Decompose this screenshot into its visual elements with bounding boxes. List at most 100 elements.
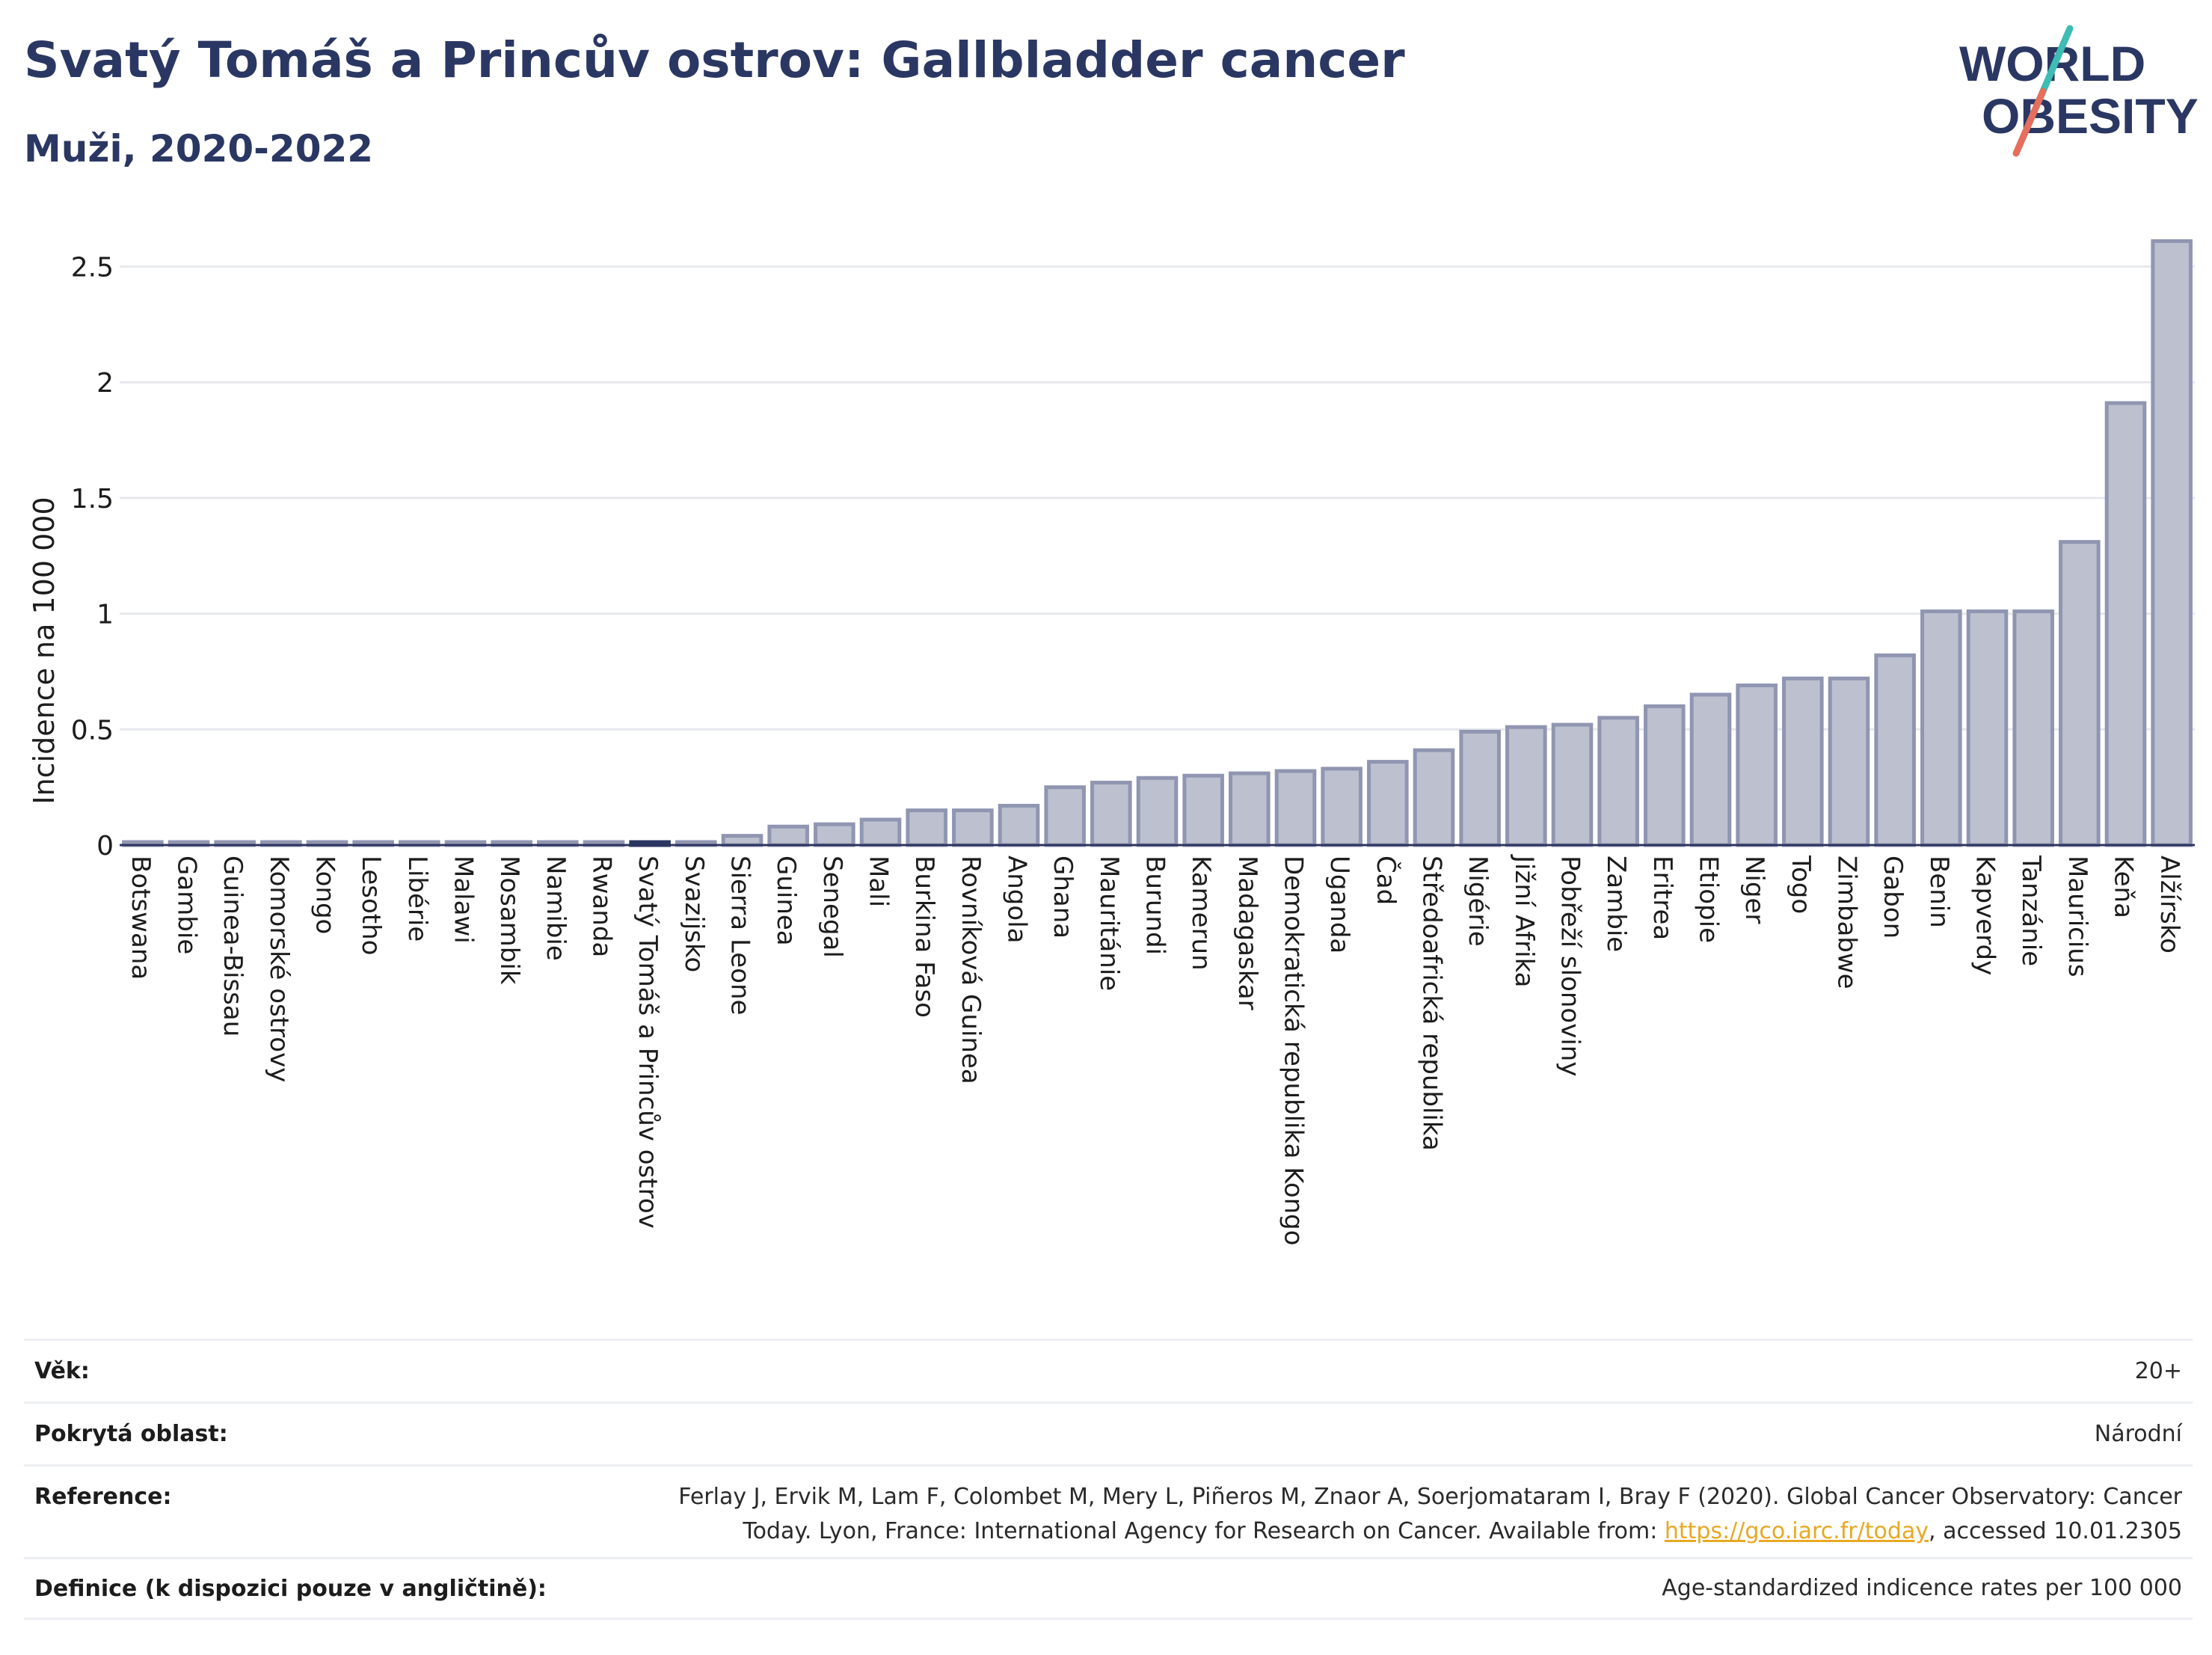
bar: [1229, 771, 1271, 847]
world-obesity-logo: WORLD OBESITY: [1959, 25, 2199, 157]
x-tick-label: Mauricius: [2062, 856, 2092, 977]
x-tick-label: Gambie: [172, 856, 202, 954]
x-tick-label: Kamerun: [1186, 856, 1216, 971]
x-tick-label: Sierra Leone: [725, 856, 755, 1015]
x-tick-label: Jižní Afrika: [1509, 854, 1539, 988]
meta-row-reference: Reference: Ferlay J, Ervik M, Lam F, Col…: [24, 1464, 2193, 1557]
x-tick-label: Benin: [1924, 856, 1954, 928]
y-tick-label: 1.5: [71, 484, 114, 515]
reference-text-line2: Today. Lyon, France: International Agenc…: [743, 1518, 1665, 1544]
meta-value-definition: Age-standardized indicence rates per 100…: [1662, 1575, 2182, 1601]
x-tick-label: Etiopie: [1694, 856, 1724, 943]
x-tick-label: Kongo: [310, 856, 340, 934]
y-tick-label: 0: [96, 831, 114, 862]
x-tick-label: Uganda: [1324, 856, 1354, 954]
y-tick-label: 0.5: [71, 715, 114, 746]
bar: [767, 824, 809, 847]
x-tick-label: Mali: [864, 856, 894, 907]
bar: [1044, 785, 1086, 847]
x-axis-ticks: Botswana Gambie Guinea-Bissau Komorské ostr…: [126, 854, 2184, 1246]
x-tick-label: Kapverdy: [1970, 856, 2000, 975]
logo-slash-coral: [2012, 87, 2047, 157]
metadata-table: Věk: 20+ Pokrytá oblast: Národní Referen…: [24, 1339, 2193, 1620]
y-tick-label: 1: [96, 600, 114, 630]
bar: [1966, 609, 2009, 847]
x-tick-label: Lesotho: [356, 856, 386, 955]
x-tick-label: Senegal: [817, 856, 847, 958]
x-tick-label: Niger: [1739, 856, 1769, 924]
x-tick-label: Madagaskar: [1232, 856, 1262, 1010]
bar: [1597, 716, 1639, 847]
bar: [1828, 676, 1870, 847]
x-tick-label: Guinea-Bissau: [218, 856, 248, 1037]
bar: [1321, 767, 1362, 847]
x-tick-label: Středoafrická republika: [1417, 856, 1447, 1151]
bar: [1644, 704, 1686, 847]
x-tick-label: Demokratická republika Kongo: [1279, 856, 1309, 1246]
bar: [1136, 776, 1179, 847]
x-tick-label: Gabon: [1878, 856, 1908, 939]
chart-subtitle: Muži, 2020-2022: [24, 127, 374, 171]
meta-label-definition: Definice (k dispozici pouze v angličtině…: [34, 1575, 547, 1602]
reference-text-accessed: , accessed 10.01.2305: [1929, 1518, 2182, 1544]
x-tick-label: Eritrea: [1647, 856, 1677, 940]
x-tick-label: Zambie: [1601, 856, 1631, 952]
bar: [721, 834, 764, 847]
bar: [998, 803, 1040, 847]
meta-row-age: Věk: 20+: [24, 1339, 2193, 1401]
reference-link[interactable]: https://gco.iarc.fr/today: [1664, 1518, 1929, 1544]
reference-text-line1: Ferlay J, Ervik M, Lam F, Colombet M, Me…: [678, 1484, 2182, 1510]
bar: [814, 822, 855, 847]
x-tick-label: Alžírsko: [2154, 856, 2184, 954]
x-tick-label: Komorské ostrovy: [264, 856, 294, 1082]
x-tick-label: Zimbabwe: [1832, 856, 1862, 989]
meta-label-age: Věk:: [34, 1358, 90, 1384]
y-tick-label: 2.5: [71, 252, 114, 283]
meta-value-area: Národní: [2094, 1420, 2182, 1447]
x-tick-label: Tanzánie: [2016, 855, 2046, 966]
meta-value-reference: Ferlay J, Ervik M, Lam F, Colombet M, Me…: [678, 1480, 2182, 1549]
x-tick-label: Namibie: [541, 856, 571, 961]
x-tick-label: Mosambik: [494, 856, 524, 985]
bar: [2104, 401, 2147, 847]
y-axis-label: Incidence na 100 000: [28, 497, 61, 804]
bar: [1782, 676, 1824, 847]
x-tick-label: Svatý Tomáš a Princův ostrov: [633, 856, 663, 1229]
bar: [1459, 729, 1501, 847]
x-tick-label: Malawi: [449, 856, 479, 944]
meta-label-area: Pokrytá oblast:: [34, 1421, 228, 1447]
bar: [1920, 609, 1962, 847]
bar: [1413, 748, 1455, 847]
x-tick-label: Ghana: [1048, 856, 1078, 939]
bar: [1367, 760, 1409, 847]
bar: [1736, 683, 1778, 847]
bar: [1874, 653, 1916, 847]
x-tick-label: Pobřeží slonoviny: [1555, 856, 1585, 1076]
bar: [1274, 769, 1317, 847]
bar-chart: 0 0.5 1 1.5 2 2.5 Botswana Gambie Guinea-Bissau…: [28, 239, 2195, 1246]
logo-slash-teal: [2039, 25, 2074, 95]
meta-label-reference: Reference:: [34, 1484, 172, 1510]
logo-word-obesity: OBESITY: [1982, 88, 2199, 144]
bars: [122, 239, 2193, 847]
meta-row-area: Pokrytá oblast: Národní: [24, 1401, 2193, 1464]
y-axis-ticks: 0 0.5 1 1.5 2 2.5: [71, 252, 114, 862]
bar: [1689, 693, 1732, 847]
bar: [1182, 773, 1224, 847]
bar: [2151, 239, 2193, 847]
x-tick-label: Angola: [1002, 856, 1032, 943]
y-tick-label: 2: [96, 368, 114, 399]
bar: [2012, 609, 2054, 847]
x-tick-label: Togo: [1786, 855, 1816, 914]
meta-row-definition: Definice (k dispozici pouze v angličtině…: [24, 1557, 2193, 1620]
x-tick-label: Rovníková Guinea: [956, 856, 986, 1084]
bar: [952, 808, 994, 847]
x-tick-label: Libérie: [402, 856, 432, 942]
bar: [906, 808, 947, 847]
x-tick-label: Burkina Faso: [909, 856, 939, 1018]
x-tick-label: Svazijsko: [679, 856, 709, 972]
x-tick-label: Burundi: [1140, 856, 1170, 955]
bar: [1505, 725, 1547, 847]
bar: [859, 817, 902, 847]
chart-title: Svatý Tomáš a Princův ostrov: Gallbladde…: [24, 31, 1405, 89]
